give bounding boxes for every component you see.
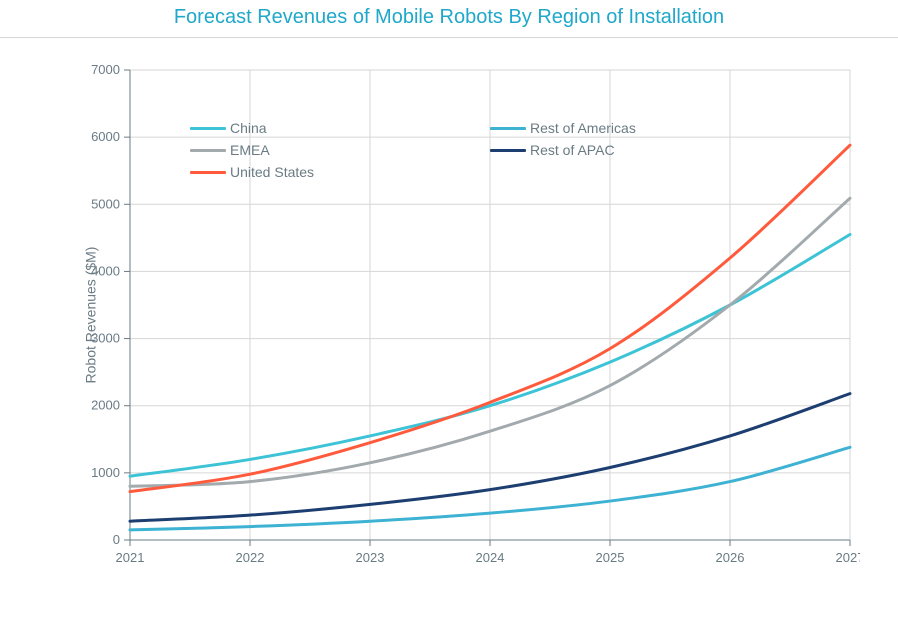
svg-text:0: 0 — [113, 532, 120, 547]
legend-item: Rest of APAC — [490, 142, 720, 158]
legend-label: EMEA — [230, 142, 270, 158]
legend-swatch — [190, 149, 226, 152]
legend-label: Rest of APAC — [530, 142, 615, 158]
svg-text:2024: 2024 — [476, 550, 505, 565]
chart-container: Forecast Revenues of Mobile Robots By Re… — [0, 0, 898, 629]
svg-text:2025: 2025 — [596, 550, 625, 565]
legend-item: China — [190, 120, 420, 136]
legend-row: EMEA Rest of APAC — [190, 142, 720, 158]
legend-label: Rest of Americas — [530, 120, 636, 136]
svg-text:6000: 6000 — [91, 129, 120, 144]
legend-swatch — [490, 149, 526, 152]
legend-swatch — [190, 127, 226, 130]
svg-text:2023: 2023 — [356, 550, 385, 565]
legend-label: United States — [230, 164, 314, 180]
legend-item: EMEA — [190, 142, 420, 158]
title-bar: Forecast Revenues of Mobile Robots By Re… — [0, 0, 898, 38]
legend-swatch — [190, 171, 226, 174]
svg-text:5000: 5000 — [91, 196, 120, 211]
legend: China Rest of Americas EMEA Rest of APAC Uni… — [190, 120, 720, 186]
svg-text:2027: 2027 — [836, 550, 860, 565]
legend-swatch — [490, 127, 526, 130]
legend-item: United States — [190, 164, 420, 180]
svg-text:4000: 4000 — [91, 263, 120, 278]
svg-text:2000: 2000 — [91, 398, 120, 413]
svg-text:2021: 2021 — [116, 550, 145, 565]
chart-title: Forecast Revenues of Mobile Robots By Re… — [174, 6, 724, 28]
svg-text:2026: 2026 — [716, 550, 745, 565]
svg-text:7000: 7000 — [91, 62, 120, 77]
legend-row: China Rest of Americas — [190, 120, 720, 136]
legend-row: United States — [190, 164, 720, 180]
legend-item: Rest of Americas — [490, 120, 720, 136]
svg-text:2022: 2022 — [236, 550, 265, 565]
svg-text:1000: 1000 — [91, 465, 120, 480]
svg-text:3000: 3000 — [91, 331, 120, 346]
legend-label: China — [230, 120, 267, 136]
